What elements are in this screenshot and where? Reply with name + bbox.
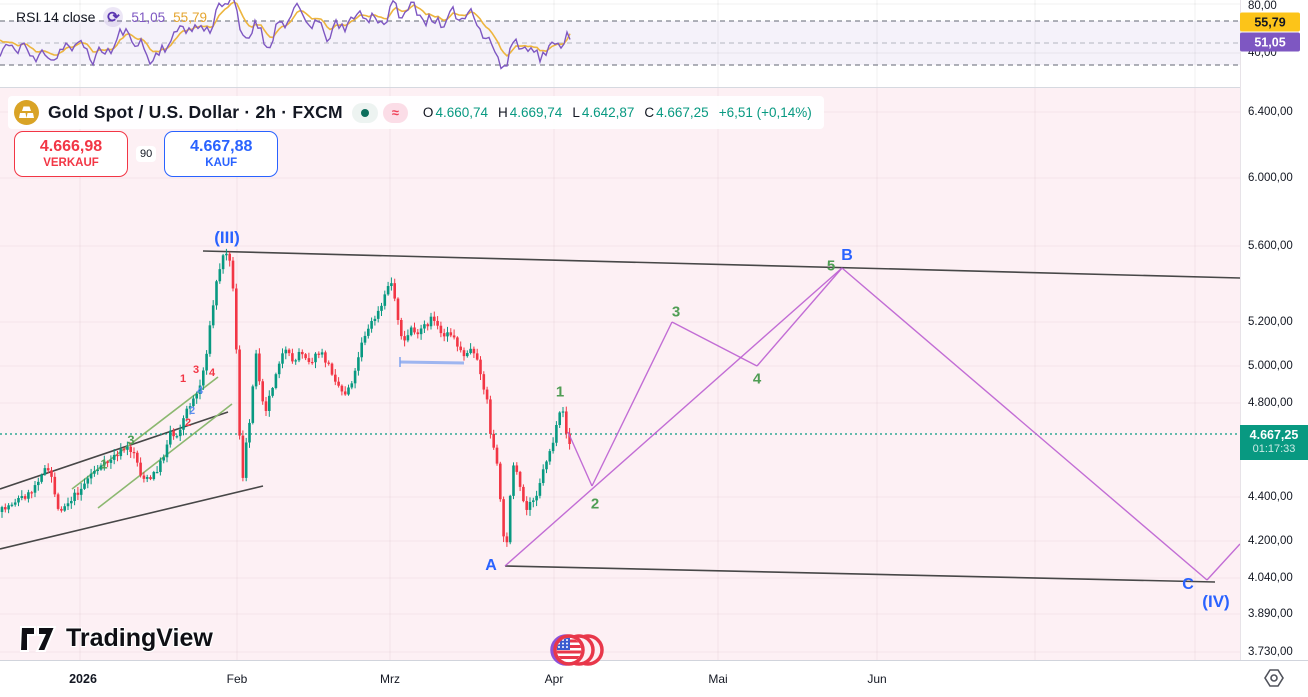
time-axis-label-apr: Apr	[544, 672, 564, 686]
bar-countdown: 01:17:33	[1252, 443, 1296, 456]
sell-label: VERKAUF	[43, 156, 99, 169]
sell-price: 4.666,98	[39, 138, 103, 156]
price-axis-label: 6.400,00	[1248, 106, 1293, 118]
last-price-value: 4.667,25	[1249, 428, 1299, 443]
time-axis-label-mai: Mai	[708, 672, 728, 686]
wave-label-c[interactable]: C	[1182, 576, 1194, 593]
tradingview-logo-icon	[20, 625, 56, 652]
market-status-dot-icon	[360, 108, 369, 117]
loop-refresh-icon[interactable]: ⟳	[103, 7, 124, 27]
axis-settings-gear-icon[interactable]	[1262, 666, 1286, 690]
time-axis-label-2026: 2026	[69, 672, 97, 686]
ohlc-values: O 4.660,74 H 4.669,74 L 4.642,87 C 4.667,25 +6,5…	[423, 105, 812, 120]
rsi-ma-value: 55,79	[173, 9, 207, 25]
wave-label-1[interactable]: 1	[100, 456, 108, 472]
wave-label-5[interactable]: 5	[826, 257, 836, 275]
wave-label-3[interactable]: 3	[192, 364, 200, 376]
buy-label: KAUF	[205, 156, 238, 169]
wave-label-4[interactable]: 4	[752, 370, 762, 388]
rsi-value-badge: 51,05	[1240, 32, 1300, 52]
price-axis[interactable]: 6.400,00 6.000,00 5.600,00 5.200,00 5.000,00…	[1240, 0, 1308, 660]
time-axis-label-mrz: Mrz	[380, 672, 400, 686]
ohlc-key: H	[498, 105, 508, 120]
rsi-legend[interactable]: RSI 14 close ⟳ 51,05 55,79	[16, 7, 207, 27]
wave-label-1[interactable]: 1	[555, 383, 565, 401]
wave-label-4[interactable]: 4	[208, 367, 216, 379]
price-axis-label: 5.600,00	[1248, 240, 1293, 252]
price-change: +6,51 (+0,14%)	[718, 105, 812, 120]
wave-label-1[interactable]: 1	[179, 373, 187, 385]
buy-price: 4.667,88	[190, 138, 253, 156]
rsi-axis-label: 80,00	[1248, 0, 1277, 12]
ohlc-value: 4.667,25	[656, 105, 709, 120]
symbol-title[interactable]: Gold Spot / U.S. Dollar · 2h · FXCM	[48, 102, 343, 122]
market-status-pill[interactable]	[351, 102, 378, 123]
time-axis[interactable]: 2026 Feb Mrz Apr Mai Jun	[0, 660, 1308, 697]
wave-label-3[interactable]: 3	[127, 432, 135, 448]
economic-events-flag-icon[interactable]	[548, 632, 606, 668]
wave-label-2[interactable]: 2	[590, 495, 600, 513]
tradingview-logo[interactable]: TradingView	[20, 624, 213, 653]
price-axis-label: 5.200,00	[1248, 316, 1293, 328]
spread-value: 90	[136, 146, 157, 162]
price-axis-label: 6.000,00	[1248, 172, 1293, 184]
price-axis-label: 3.890,00	[1248, 608, 1293, 620]
wave-label-b[interactable]: B	[841, 247, 853, 264]
ohlc-key: C	[644, 105, 655, 120]
price-axis-label: 3.730,00	[1248, 646, 1293, 658]
wave-label-a[interactable]: A	[485, 557, 497, 574]
rsi-indicator-pane[interactable]	[0, 0, 1240, 88]
last-price-badge: 4.667,25 01:17:33	[1240, 425, 1308, 460]
ohlc-value: 4.660,74	[435, 105, 488, 120]
price-axis-label: 4.200,00	[1248, 535, 1293, 547]
trade-panel: 4.666,98 VERKAUF 90 4.667,88 KAUF	[14, 131, 279, 177]
wave-label-iii[interactable]: (III)	[214, 228, 240, 247]
wave-label-4[interactable]: 4	[196, 385, 204, 397]
price-axis-label: 4.040,00	[1248, 572, 1293, 584]
ohlc-key: O	[422, 105, 434, 120]
delayed-data-pill[interactable]: ≈	[382, 102, 408, 123]
gold-symbol-icon	[14, 100, 39, 125]
wave-label-3[interactable]: 3	[671, 303, 681, 321]
wave-label-2[interactable]: 2	[184, 417, 192, 429]
rsi-legend-title[interactable]: RSI 14 close	[16, 9, 96, 25]
ohlc-value: 4.669,74	[509, 105, 563, 120]
main-chart-pane[interactable]	[0, 88, 1240, 660]
rsi-ma-badge: 55,79	[1240, 12, 1300, 32]
tradingview-logo-text: TradingView	[66, 624, 213, 652]
price-axis-label: 5.000,00	[1248, 360, 1293, 372]
wave-label-iv[interactable]: (IV)	[1202, 592, 1230, 611]
rsi-value: 51,05	[131, 9, 166, 25]
wave-label-2[interactable]: 2	[188, 405, 196, 417]
sell-button[interactable]: 4.666,98 VERKAUF	[14, 131, 128, 177]
time-axis-label-jun: Jun	[867, 672, 887, 686]
candlestick-plot[interactable]	[0, 88, 1240, 660]
pane-divider[interactable]	[0, 87, 1308, 88]
time-axis-label-feb: Feb	[226, 672, 248, 686]
price-axis-label: 4.800,00	[1248, 397, 1293, 409]
rsi-plot	[0, 0, 1240, 88]
ohlc-value: 4.642,87	[581, 105, 635, 120]
price-axis-label: 4.400,00	[1248, 491, 1293, 503]
buy-button[interactable]: 4.667,88 KAUF	[164, 131, 279, 177]
ohlc-key: L	[572, 105, 580, 120]
